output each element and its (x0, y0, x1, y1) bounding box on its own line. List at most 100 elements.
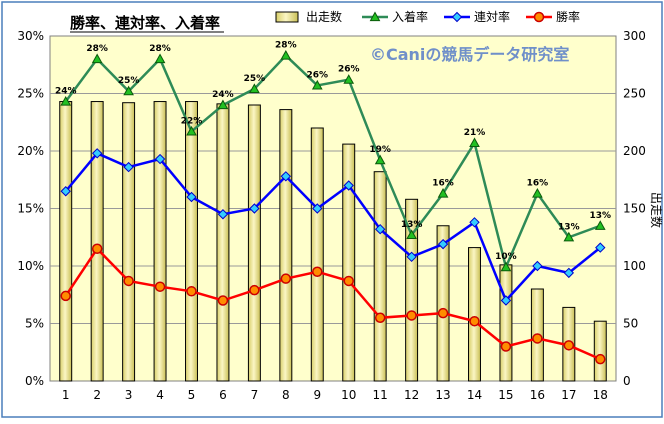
data-labels-group: 24% 28% 25% 28% 22% 24% 25% 28% 26% 26% 19% 13% 16% 2… (55, 41, 611, 263)
x-tick-label: 18 (593, 388, 608, 402)
chart-title-text: 勝率、連対率、入着率 (70, 14, 220, 32)
data-label: 10% (495, 252, 517, 262)
y-tick-label: 0% (25, 374, 44, 388)
data-label: 25% (244, 74, 266, 84)
data-label: 16% (432, 179, 454, 189)
x-tick-label: 16 (530, 388, 545, 402)
marker-circle (249, 284, 260, 296)
bar (90, 101, 104, 382)
marker-triangle (217, 99, 229, 110)
legend-label: 勝率 (556, 9, 580, 24)
marker-circle (437, 307, 449, 319)
marker-diamond (595, 242, 606, 253)
data-label: 28% (149, 44, 171, 54)
series-line (64, 151, 602, 303)
marker-circle (406, 310, 417, 321)
data-label: 13% (590, 211, 612, 221)
marker-circle (154, 281, 166, 292)
x-tick-label: 6 (219, 388, 227, 402)
x-tick-label: 15 (498, 388, 513, 402)
x-tick-label: 12 (404, 388, 419, 402)
marker-triangle (374, 154, 386, 165)
data-label: 28% (86, 44, 108, 54)
x-tick-label: 4 (156, 388, 164, 402)
marker-circle (123, 275, 134, 287)
marker-triangle (500, 261, 512, 272)
marker-triangle (186, 125, 197, 136)
data-label: 26% (307, 70, 329, 80)
marker-triangle (311, 79, 323, 90)
marker-circle (312, 266, 323, 277)
y2-axis-ticks: 0 50 100 150 200 250 300 (623, 29, 646, 388)
marker-circle (563, 340, 575, 351)
legend-label: 入着率 (392, 9, 428, 24)
marker-triangle (437, 188, 449, 198)
bar (468, 247, 481, 382)
watermark-text: ©Caniの競馬データ研究室 (370, 45, 569, 64)
markers-group (60, 50, 606, 365)
y-tick-label: 5% (25, 317, 44, 331)
x-tick-label: 9 (313, 388, 321, 402)
marker-circle (186, 286, 197, 297)
x-tick-label: 14 (467, 388, 482, 402)
bar (499, 264, 513, 382)
data-label: 28% (275, 41, 297, 51)
y-axis-ticks: 0% 5% 10% 15% 20% 25% 30% (17, 29, 44, 388)
marker-diamond (186, 191, 197, 203)
data-label: 13% (401, 220, 423, 230)
bar (373, 171, 387, 382)
marker-diamond (249, 203, 260, 214)
data-label: 24% (55, 87, 77, 97)
series-line (64, 246, 601, 361)
marker-triangle (280, 50, 292, 60)
marker-circle (60, 290, 71, 302)
marker-diamond (123, 161, 134, 173)
data-label: 19% (369, 145, 391, 155)
marker-diamond (217, 209, 229, 220)
y2-tick-label: 0 (623, 374, 631, 388)
marker-diamond (374, 223, 386, 235)
data-label: 26% (338, 65, 360, 75)
marker-triangle (532, 188, 543, 198)
bar (279, 109, 293, 382)
marker-diamond (406, 251, 417, 263)
marker-diamond (312, 203, 323, 214)
data-label: 25% (118, 76, 140, 86)
marker-diamond (451, 11, 463, 23)
marker-circle (280, 273, 292, 284)
x-tick-label: 10 (341, 388, 356, 402)
marker-circle (374, 312, 386, 323)
x-axis-ticks: 1 2 3 4 5 6 7 8 9 10 11 12 13 14 15 16 17 18 (62, 388, 608, 402)
marker-triangle (249, 83, 260, 93)
marker-triangle (343, 74, 355, 84)
y2-axis-label: 出走数 (649, 192, 664, 228)
marker-diamond (469, 217, 480, 228)
marker-triangle (91, 53, 103, 64)
marker-circle (533, 11, 545, 23)
x-tick-label: 7 (251, 388, 259, 402)
bar (436, 225, 450, 382)
marker-diamond (60, 186, 71, 197)
marker-diamond (437, 238, 449, 250)
marker-triangle (123, 85, 134, 96)
marker-triangle (369, 11, 381, 22)
marker-triangle (154, 53, 166, 64)
y2-tick-label: 300 (623, 29, 646, 43)
marker-triangle (406, 229, 417, 240)
marker-circle (343, 275, 354, 287)
x-tick-label: 2 (93, 388, 101, 402)
bar (593, 320, 607, 382)
gridlines (50, 93, 616, 324)
bar (153, 101, 167, 382)
x-tick-label: 3 (125, 388, 133, 402)
marker-diamond (563, 267, 575, 279)
y-tick-label: 10% (17, 259, 44, 273)
data-label: 24% (212, 90, 234, 100)
y2-tick-label: 50 (623, 317, 638, 331)
x-tick-label: 11 (373, 388, 388, 402)
y-tick-label: 25% (17, 87, 44, 101)
legend-label: 出走数 (306, 9, 342, 24)
y2-tick-label: 200 (623, 144, 646, 158)
marker-circle (595, 353, 606, 365)
